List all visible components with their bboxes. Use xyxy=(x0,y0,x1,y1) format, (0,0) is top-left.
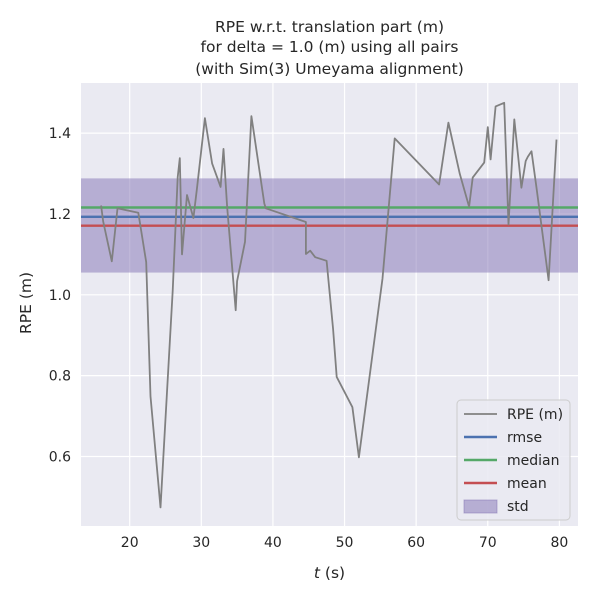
x-tick-label: 40 xyxy=(264,535,282,551)
x-tick-label: 50 xyxy=(336,535,354,551)
chart-title-line-2: for delta = 1.0 (m) using all pairs xyxy=(201,38,459,56)
y-axis-label: RPE (m) xyxy=(17,272,35,334)
y-tick-label: 1.4 xyxy=(49,126,71,142)
legend-box xyxy=(456,399,571,521)
y-tick-label: 0.6 xyxy=(49,449,71,465)
stat-lines xyxy=(81,206,578,227)
x-axis-label-variable: t xyxy=(314,564,321,582)
y-axis-ticks: 0.6 0.8 1.0 1.2 1.4 xyxy=(49,126,71,465)
chart-title-line-1: RPE w.r.t. translation part (m) xyxy=(215,18,444,36)
legend: RPE (m) rmse median mean std xyxy=(456,399,571,521)
x-tick-label: 20 xyxy=(121,535,139,551)
x-tick-label: 30 xyxy=(192,535,210,551)
legend-swatch-std xyxy=(463,499,498,514)
chart-title-line-3: (with Sim(3) Umeyama alignment) xyxy=(195,60,464,78)
legend-label: mean xyxy=(507,476,547,492)
legend-label: RPE (m) xyxy=(507,407,563,423)
series-layer xyxy=(100,101,558,509)
x-axis-label-unit: (s) xyxy=(320,564,345,582)
y-tick-label: 1.0 xyxy=(49,288,71,304)
rpe-series-line xyxy=(100,101,558,509)
x-axis-label: t (s) xyxy=(314,564,345,582)
x-tick-label: 80 xyxy=(550,535,568,551)
legend-label: std xyxy=(507,499,529,515)
legend-label: rmse xyxy=(507,430,542,446)
legend-label: median xyxy=(507,453,559,469)
x-tick-label: 60 xyxy=(407,535,425,551)
y-tick-label: 0.8 xyxy=(49,369,71,385)
x-tick-label: 70 xyxy=(479,535,497,551)
x-axis-ticks: 20 30 40 50 60 70 80 xyxy=(121,535,569,551)
y-tick-label: 1.2 xyxy=(49,207,71,223)
